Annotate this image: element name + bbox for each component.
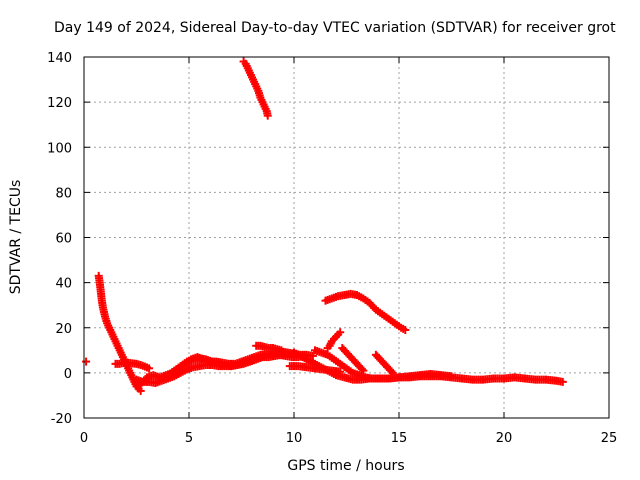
x-axis-label: GPS time / hours (287, 458, 404, 474)
y-tick-label: 40 (55, 277, 72, 292)
data-point (359, 294, 372, 306)
data-point (82, 357, 91, 366)
data-point (380, 359, 392, 371)
x-tick-label: 20 (496, 431, 513, 446)
y-tick-label: 20 (55, 322, 72, 337)
data-point (447, 372, 456, 381)
data-point (298, 353, 313, 365)
data-point (327, 292, 340, 303)
data-point (371, 305, 385, 317)
y-tick-label: 0 (64, 367, 72, 382)
y-tick-label: 60 (55, 232, 72, 247)
data-point (336, 367, 345, 376)
data-point (308, 351, 317, 360)
data-point (374, 374, 391, 383)
data-point (164, 368, 177, 380)
x-tick-label: 0 (80, 431, 88, 446)
series-early-hump (111, 358, 154, 373)
series-high-decay (239, 57, 272, 120)
data-point (353, 291, 366, 302)
series-spike-12 (323, 328, 345, 353)
series-isolated (82, 357, 91, 366)
chart-title: Day 149 of 2024, Sidereal Day-to-day VTE… (54, 20, 616, 36)
data-point (321, 295, 334, 305)
data-point (558, 377, 567, 386)
x-tick-label: 10 (286, 431, 303, 446)
series-band-late-b (311, 346, 456, 383)
data-points (82, 57, 567, 395)
y-tick-label: 140 (47, 51, 72, 66)
data-point (359, 366, 368, 375)
y-tick-label: 80 (55, 186, 72, 201)
data-point (340, 373, 355, 384)
data-point (384, 364, 396, 376)
x-tick-label: 25 (601, 431, 618, 446)
series-bump-8.5 (252, 341, 286, 355)
plot-frame (83, 56, 610, 419)
data-point (263, 111, 272, 120)
y-axis-label: SDTVAR / TECUs (8, 180, 24, 295)
data-point (426, 370, 443, 379)
data-point (94, 271, 104, 285)
y-tick-label: 120 (47, 96, 72, 111)
data-point (378, 310, 391, 322)
data-point (252, 353, 265, 364)
x-tick-label: 5 (185, 431, 193, 446)
y-tick-labels: -20 0 20 40 60 80 100 120 140 (47, 51, 72, 427)
data-point (145, 364, 154, 373)
data-point (277, 346, 286, 355)
data-point (342, 364, 355, 376)
series-diag-12.3 (338, 344, 368, 375)
data-point (401, 326, 410, 335)
data-point (336, 328, 345, 337)
y-tick-label: 100 (47, 141, 72, 156)
data-point (260, 102, 270, 113)
data-point (510, 373, 527, 383)
data-point (388, 368, 397, 377)
data-point (329, 355, 343, 367)
x-tick-label: 15 (391, 431, 408, 446)
x-tick-labels: 0 5 10 15 20 25 (80, 431, 617, 446)
data-point (208, 357, 221, 368)
y-tick-label: -20 (51, 412, 72, 427)
series-band-late-c (285, 362, 345, 376)
series-diag-13.9 (371, 350, 397, 377)
series-plateau (321, 289, 410, 335)
data-point (136, 386, 145, 395)
